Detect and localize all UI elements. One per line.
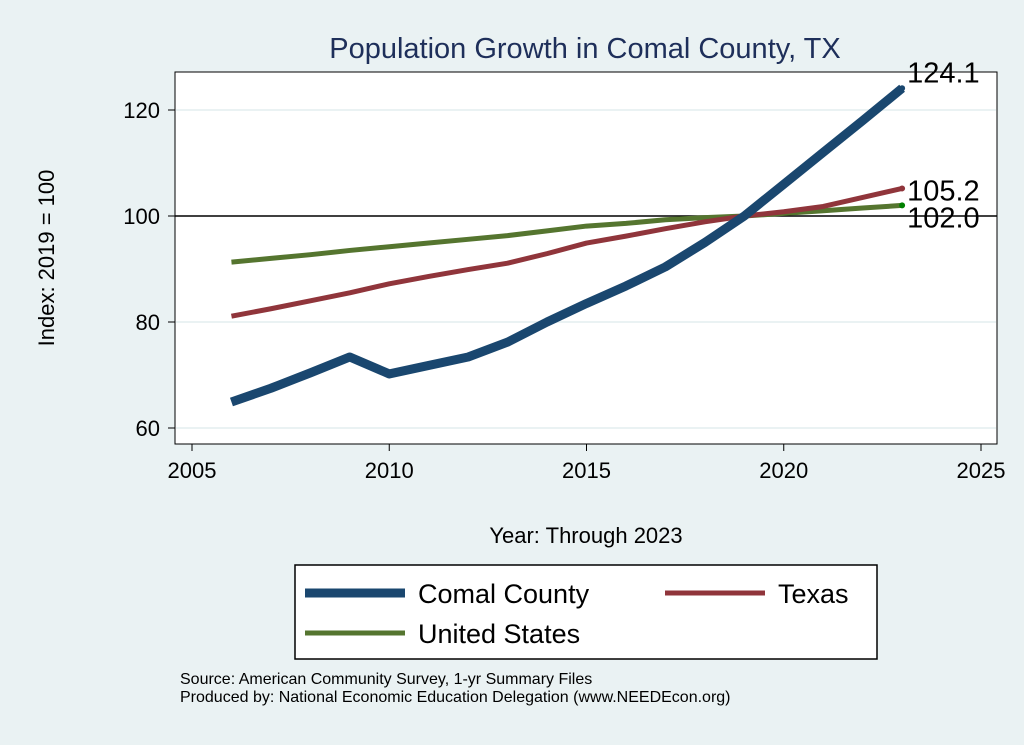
legend-label: Texas: [778, 579, 849, 609]
y-axis-label: Index: 2019 = 100: [34, 170, 59, 347]
chart-title: Population Growth in Comal County, TX: [329, 33, 841, 65]
plot-area: [174, 71, 998, 445]
end-label: 124.1: [907, 57, 980, 89]
y-tick-label: 80: [136, 310, 160, 335]
end-point: [899, 85, 906, 92]
source-note: Source: American Community Survey, 1-yr …: [180, 671, 593, 688]
legend-label: Comal County: [418, 579, 590, 609]
series-line-texas: [230, 186, 903, 319]
x-tick-label: 2010: [365, 458, 414, 483]
legend-label: United States: [418, 619, 580, 649]
y-tick-label: 60: [136, 416, 160, 441]
produced-note: Produced by: National Economic Education…: [180, 689, 731, 706]
y-tick-label: 100: [123, 204, 160, 229]
x-axis-label: Year: Through 2023: [489, 523, 682, 548]
y-tick-label: 120: [123, 98, 160, 123]
end-point: [899, 185, 906, 192]
series-line-comal-county: [229, 84, 905, 407]
legend-box: [294, 564, 878, 660]
x-tick-label: 2015: [562, 458, 611, 483]
x-tick-label: 2025: [957, 458, 1006, 483]
end-label: 102.0: [907, 202, 980, 234]
x-tick-label: 2020: [759, 458, 808, 483]
end-label: 105.2: [907, 175, 980, 207]
x-tick-label: 2005: [168, 458, 217, 483]
end-point: [899, 202, 906, 209]
